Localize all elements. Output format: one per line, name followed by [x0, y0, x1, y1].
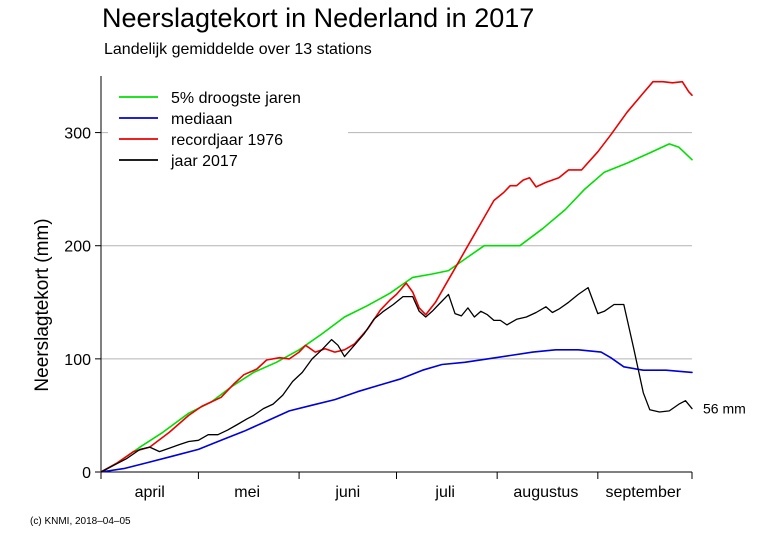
y-tick-label-0: 0 — [82, 465, 91, 482]
series-lines — [100, 80, 693, 473]
axes: 0 100 200 300 april mei juni juli augustus septem… — [64, 76, 746, 501]
series-line-5-droogste-jaren — [100, 143, 693, 473]
series-line-jaar-2017 — [100, 286, 693, 473]
x-tick-label-mei: mei — [234, 484, 260, 501]
legend-label: 5% droogste jaren — [171, 90, 301, 107]
x-tick-label-april: april — [135, 484, 165, 501]
y-tick-label-300: 300 — [64, 126, 91, 143]
legend: 5% droogste jaren mediaan recordjaar 1976 j… — [108, 83, 348, 175]
end-value-annotation: 56 mm — [703, 401, 746, 417]
chart-subtitle: Landelijk gemiddelde over 13 stations — [104, 41, 372, 58]
x-tick-label-juli: juli — [434, 484, 455, 501]
x-tick-label-juni: juni — [334, 484, 360, 501]
y-tick-label-200: 200 — [64, 239, 91, 256]
y-axis-label: Neerslagtekort (mm) — [32, 218, 53, 391]
y-tick-label-100: 100 — [64, 352, 91, 369]
legend-label: jaar 2017 — [170, 153, 238, 170]
legend-label: recordjaar 1976 — [171, 132, 283, 149]
chart-title: Neerslagtekort in Nederland in 2017 — [102, 3, 535, 33]
series-line-recordjaar-1976 — [100, 80, 693, 473]
legend-label: mediaan — [171, 111, 232, 128]
footer-credit: (c) KNMI, 2018–04–05 — [30, 516, 131, 527]
x-tick-label-september: september — [605, 484, 681, 501]
series-line-mediaan — [100, 349, 693, 473]
x-tick-label-augustus: augustus — [513, 484, 578, 501]
